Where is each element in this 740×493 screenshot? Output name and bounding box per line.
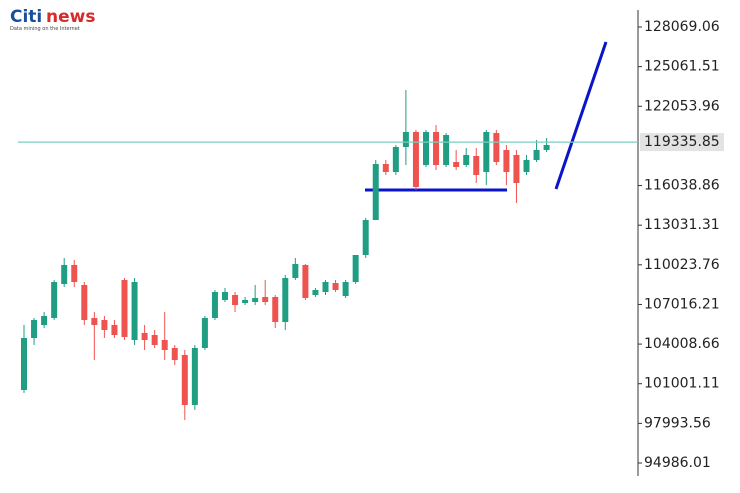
- candle-body: [463, 154, 470, 165]
- candle-body: [533, 149, 540, 161]
- y-tick-label: 94986.01: [644, 455, 711, 471]
- candle-body: [191, 347, 198, 405]
- candle-body: [101, 320, 108, 330]
- candle-body: [433, 131, 440, 165]
- candle-body: [543, 145, 550, 150]
- candle-body: [362, 220, 369, 255]
- candle-body: [252, 297, 259, 303]
- y-tick-label: 125061.51: [644, 59, 720, 75]
- candle-body: [453, 162, 460, 167]
- candle-body: [272, 296, 279, 322]
- candle-body: [443, 135, 450, 165]
- candle-body: [81, 285, 88, 321]
- candle-body: [423, 131, 429, 165]
- candle-body: [232, 295, 239, 305]
- y-tick-label: 113031.31: [644, 217, 720, 233]
- candle-body: [211, 291, 218, 319]
- candle-body: [121, 279, 128, 338]
- candle-body: [222, 291, 228, 300]
- candle-body: [332, 282, 339, 290]
- candle-body: [392, 146, 399, 172]
- candle-body: [61, 264, 68, 284]
- candle-body: [131, 281, 138, 340]
- logo-tagline: Data mining on the Internet: [10, 26, 80, 32]
- candle-body: [141, 332, 148, 340]
- trend-line: [554, 41, 608, 190]
- price-label-box: [640, 133, 724, 152]
- y-tick-label: 107016.21: [644, 296, 720, 312]
- candle-body: [352, 254, 359, 282]
- candle-body: [473, 155, 480, 175]
- candle-body: [342, 281, 349, 296]
- price-label: 119335.85: [644, 134, 720, 150]
- candle-body: [402, 131, 409, 147]
- y-tick-label: 122053.96: [644, 98, 720, 114]
- y-tick-label: 104008.66: [644, 336, 720, 352]
- candle-body: [372, 163, 379, 221]
- candle-body: [493, 132, 500, 163]
- candle-body: [51, 281, 58, 319]
- y-tick-label: 128069.06: [644, 19, 720, 35]
- candle-body: [71, 264, 78, 282]
- candle-body: [181, 354, 188, 405]
- candle-body: [242, 299, 249, 304]
- candle-body: [322, 281, 329, 292]
- candle-body: [201, 318, 208, 348]
- logo: Citi news Data mining on the Internet: [10, 7, 95, 32]
- candle-body: [523, 160, 530, 172]
- candle-body: [282, 278, 289, 322]
- candle-body: [503, 149, 510, 172]
- y-tick-label: 110023.76: [644, 257, 720, 273]
- candle-body: [412, 131, 419, 188]
- candle-body: [302, 264, 309, 298]
- candle-body: [262, 296, 269, 303]
- candle-body: [161, 339, 168, 350]
- logo-brand: Citi: [10, 7, 42, 27]
- candle-body: [111, 324, 118, 336]
- candle-body: [41, 315, 48, 325]
- y-tick-label: 97993.56: [644, 415, 711, 431]
- candle-body: [513, 154, 520, 183]
- candle-body: [21, 337, 27, 390]
- candle-body: [31, 320, 38, 338]
- candle-body: [171, 347, 178, 361]
- candle-body: [382, 163, 389, 172]
- candle-body: [292, 263, 299, 279]
- candle-body: [312, 289, 319, 296]
- candle-body: [483, 131, 490, 172]
- y-tick-label: 116038.86: [644, 178, 720, 194]
- candle-body: [151, 335, 158, 346]
- y-tick-label: 101001.11: [644, 376, 720, 392]
- candle-body: [91, 318, 98, 325]
- logo-suffix: news: [46, 7, 95, 27]
